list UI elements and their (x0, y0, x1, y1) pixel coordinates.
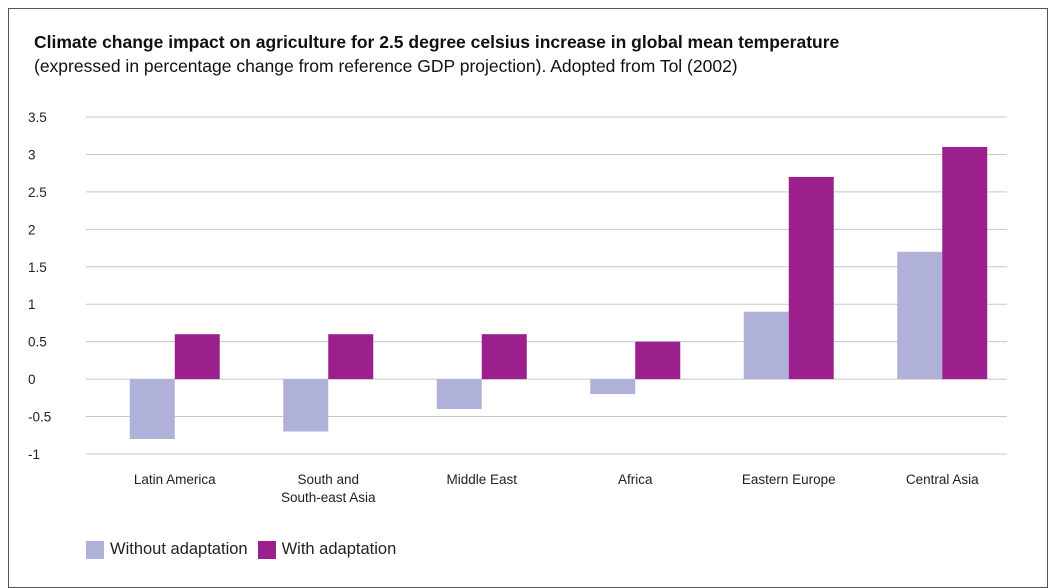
x-axis-categories: Latin America South and South-east Asia Mid… (134, 472, 979, 505)
bar-without-adaptation (283, 379, 329, 432)
y-tick-label: 1.5 (28, 260, 47, 275)
bar-with-adaptation (788, 176, 834, 380)
bar-without-adaptation (743, 311, 789, 380)
x-category-label: Eastern Europe (742, 472, 836, 487)
y-tick-label: 2.5 (28, 185, 47, 200)
x-category-label: Central Asia (906, 472, 979, 487)
bar-with-adaptation (328, 334, 374, 380)
grid-lines (86, 116, 1007, 455)
x-category-label: Middle East (446, 472, 517, 487)
legend-swatch-without (86, 540, 104, 559)
chart-frame (8, 8, 1048, 588)
bar-with-adaptation (635, 341, 681, 380)
y-tick-label: 2 (28, 222, 36, 237)
bar-without-adaptation (436, 379, 482, 410)
x-category-label: Africa (618, 472, 653, 487)
bar-with-adaptation (481, 334, 527, 380)
legend-item-without: Without adaptation (86, 540, 248, 559)
x-category-label: South-east Asia (281, 490, 376, 505)
y-axis-ticks: 3.5 3 2.5 2 1.5 1 0.5 0 -0.5 -1 (28, 110, 51, 462)
y-tick-label: 3 (28, 147, 36, 162)
y-tick-label: 1 (28, 297, 36, 312)
bar-without-adaptation (590, 379, 636, 395)
bar-without-adaptation (129, 379, 175, 440)
bars (129, 146, 988, 440)
y-tick-label: -0.5 (28, 410, 51, 425)
legend-label-without: Without adaptation (110, 540, 248, 558)
bar-chart: 3.5 3 2.5 2 1.5 1 0.5 0 -0.5 -1 Latin America Sout… (28, 110, 1007, 505)
legend-swatch-with (257, 540, 276, 559)
chart-subtitle: (expressed in percentage change from ref… (34, 56, 738, 76)
bar-without-adaptation (897, 251, 943, 380)
y-tick-label: 0 (28, 372, 36, 387)
bar-with-adaptation (174, 334, 220, 380)
y-tick-label: -1 (28, 447, 40, 462)
x-category-label: Latin America (134, 472, 216, 487)
legend-label-with: With adaptation (281, 540, 397, 558)
x-category-label: South and (297, 472, 359, 487)
y-tick-label: 0.5 (28, 335, 47, 350)
legend-item-with: With adaptation (257, 540, 397, 559)
y-tick-label: 3.5 (28, 110, 47, 125)
bar-with-adaptation (942, 146, 988, 380)
chart-title: Climate change impact on agriculture for… (34, 30, 1024, 78)
legend: Without adaptation With adaptation (86, 540, 406, 559)
chart-title-line: Climate change impact on agriculture for… (34, 32, 840, 52)
